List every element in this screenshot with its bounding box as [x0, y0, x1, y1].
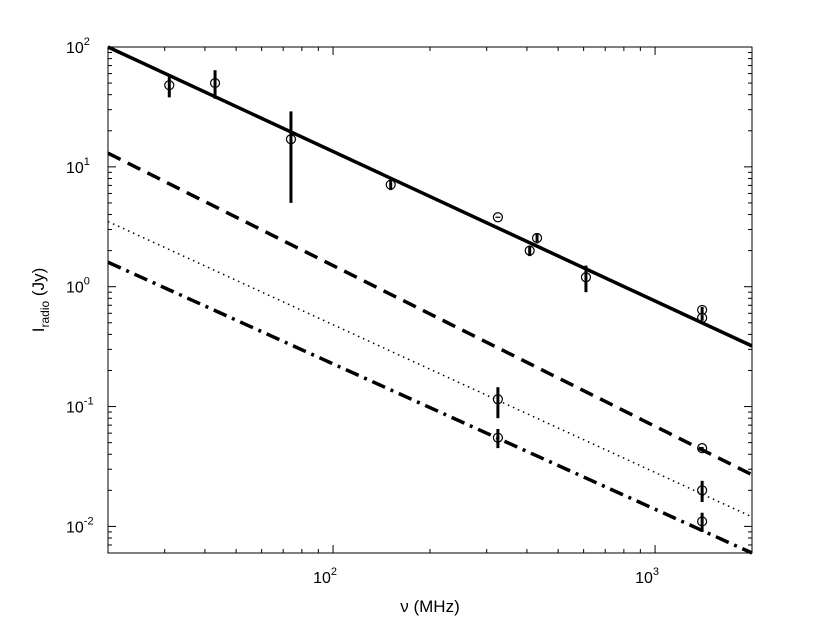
x-tick-label: 102	[313, 566, 337, 587]
data-point	[697, 443, 708, 454]
x-tick-label: 103	[635, 566, 659, 587]
y-axis-label-base: I	[29, 328, 48, 333]
y-axis-label: Iradio (Jy)	[29, 268, 52, 332]
data-point	[492, 212, 503, 223]
fit-line-solid	[107, 45, 753, 348]
y-tick-label: 10-2	[66, 515, 94, 536]
tick-labels: 102 103 10-2 10-1 100 101 102	[66, 36, 659, 587]
fit-line-dashdot	[107, 260, 753, 555]
data-point	[697, 516, 708, 527]
fit-lines	[107, 45, 753, 555]
data-point	[492, 394, 503, 405]
data-point	[285, 134, 297, 145]
data-point	[697, 312, 708, 323]
y-tick-label: 101	[66, 156, 90, 177]
data-point	[697, 304, 708, 316]
data-point	[531, 232, 543, 244]
x-axis-label: ν (MHz)	[400, 597, 459, 616]
data-point	[492, 432, 503, 443]
fit-line-dotted	[107, 220, 753, 518]
data-point	[697, 485, 708, 496]
fit-line-dashed	[107, 151, 753, 477]
data-point	[164, 80, 175, 91]
data-point	[209, 77, 221, 89]
y-axis-label-subscript: radio	[38, 300, 52, 327]
y-tick-label: 102	[66, 36, 90, 57]
data-point	[580, 272, 592, 283]
data-point	[524, 245, 535, 256]
y-tick-label: 10-1	[66, 396, 94, 417]
y-axis-label-unit: (Jy)	[29, 268, 48, 301]
y-tick-label: 100	[66, 276, 90, 297]
data-point	[385, 179, 396, 190]
data-points	[164, 70, 708, 532]
